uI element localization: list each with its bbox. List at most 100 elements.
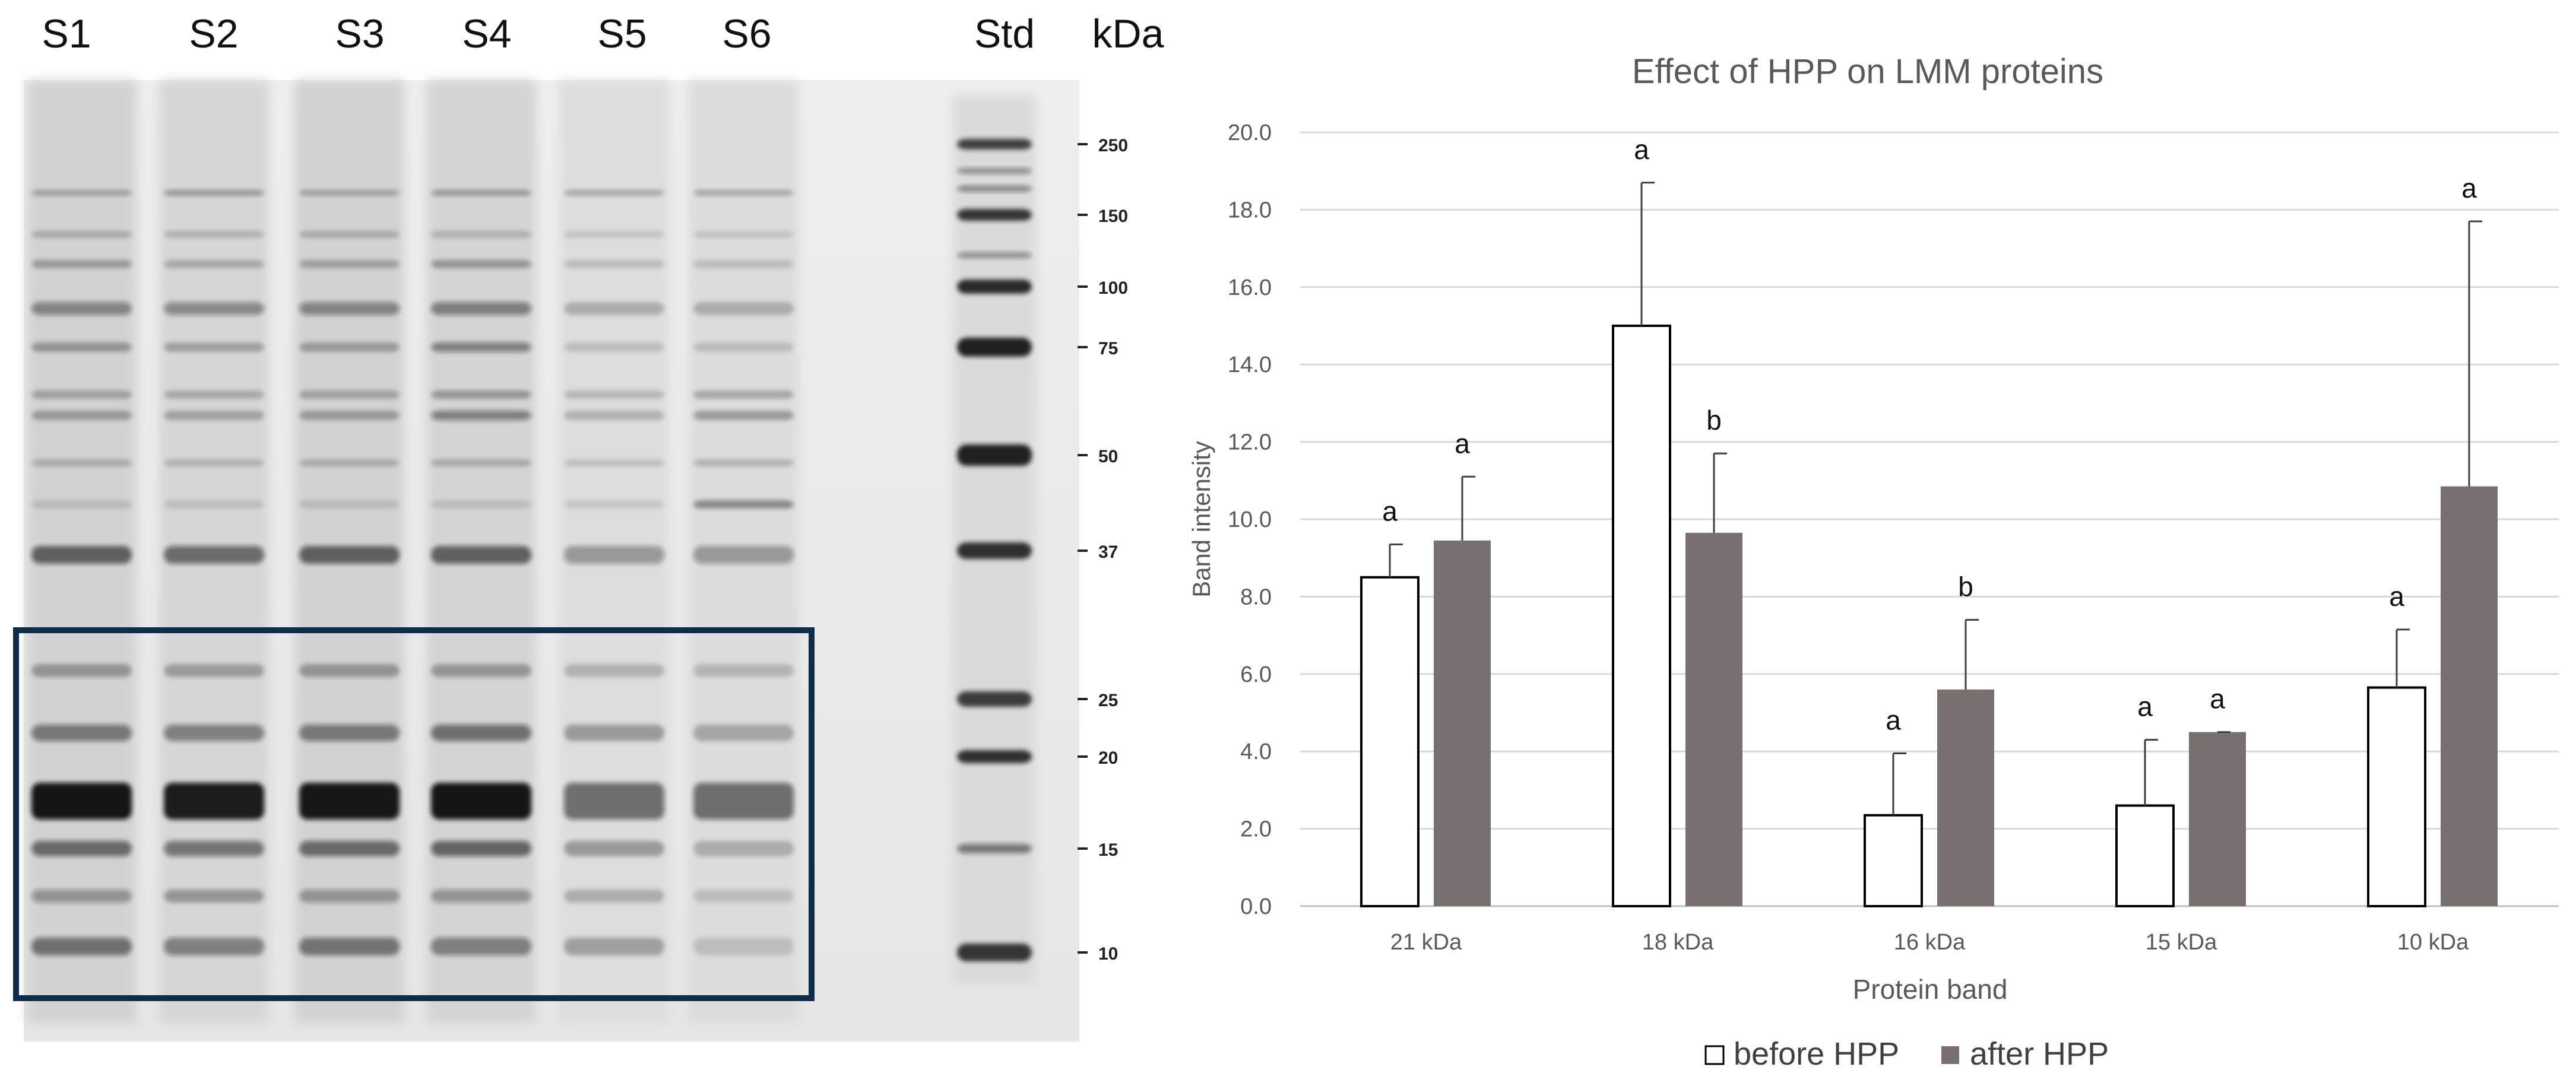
gel-band bbox=[164, 546, 264, 564]
gel-band bbox=[299, 342, 400, 352]
gel-band bbox=[31, 190, 132, 196]
ladder-band bbox=[957, 338, 1032, 357]
significance-letter: a bbox=[1382, 496, 1398, 526]
gel-band bbox=[299, 546, 400, 564]
gel-band bbox=[31, 841, 132, 856]
gel-band bbox=[31, 411, 132, 420]
ladder-band bbox=[957, 168, 1032, 174]
gel-band bbox=[431, 459, 531, 466]
ladder-band bbox=[957, 252, 1032, 258]
marker-10: 10 bbox=[1078, 944, 1118, 964]
legend-item-before-hpp: before HPP bbox=[1704, 1036, 1899, 1072]
bar-before-hpp bbox=[2367, 686, 2426, 907]
marker-label-15: 15 bbox=[1098, 840, 1118, 860]
gel-band bbox=[31, 500, 132, 509]
x-tick-label: 18 kDa bbox=[1642, 930, 1714, 955]
significance-letter: a bbox=[2210, 684, 2225, 714]
lane-label-s4: S4 bbox=[462, 11, 511, 56]
bar-before-hpp bbox=[1864, 814, 1923, 908]
marker-50: 50 bbox=[1078, 447, 1118, 466]
ladder-band bbox=[957, 750, 1032, 763]
lane-label-s5: S5 bbox=[597, 11, 647, 56]
gel-band bbox=[164, 231, 264, 238]
gel-band bbox=[693, 890, 794, 903]
significance-letter: a bbox=[2389, 581, 2404, 612]
gel-band bbox=[564, 459, 664, 466]
bar-after-hpp bbox=[2441, 486, 2498, 906]
gel-band bbox=[564, 260, 664, 268]
gel-band bbox=[299, 390, 400, 399]
ladder-bands bbox=[957, 139, 1032, 961]
gel-band bbox=[164, 390, 264, 399]
marker-label-75: 75 bbox=[1098, 339, 1118, 358]
gel-band bbox=[564, 190, 664, 196]
marker-label-250: 250 bbox=[1098, 136, 1128, 155]
gel-band bbox=[31, 783, 132, 820]
bar-after-hpp bbox=[2189, 732, 2246, 906]
gel-band bbox=[693, 342, 794, 352]
gel-band bbox=[564, 302, 664, 315]
gel-band bbox=[164, 342, 264, 352]
gel-band bbox=[693, 546, 794, 564]
gel-band bbox=[299, 938, 400, 955]
gel-band bbox=[299, 725, 400, 741]
gel-band bbox=[564, 725, 664, 741]
y-tick-label: 10.0 bbox=[1228, 507, 1272, 532]
gel-band bbox=[693, 841, 794, 856]
significance-letter: b bbox=[1706, 405, 1722, 436]
gel-band bbox=[431, 411, 531, 420]
chart-title: Effect of HPP on LMM proteins bbox=[1632, 52, 2103, 91]
gel-band bbox=[164, 500, 264, 509]
legend-label-before-hpp: before HPP bbox=[1734, 1036, 1899, 1072]
marker-label-50: 50 bbox=[1098, 447, 1118, 466]
gel-band bbox=[564, 783, 664, 820]
marker-25: 25 bbox=[1078, 691, 1118, 710]
gel-band bbox=[431, 302, 531, 315]
x-tick-label: 10 kDa bbox=[2397, 930, 2469, 955]
bars bbox=[1360, 325, 2498, 908]
y-axis-ticks: 0.0 2.0 4.0 6.0 8.0 10.0 12.0 14.0 16.0 18.0 20.0 bbox=[1228, 120, 1272, 919]
bar-after-hpp bbox=[1937, 689, 1994, 906]
gel-band bbox=[31, 546, 132, 564]
marker-label-37: 37 bbox=[1098, 542, 1118, 562]
gel-band bbox=[164, 725, 264, 741]
lane-label-std: Std bbox=[974, 11, 1035, 56]
error-bars bbox=[1389, 182, 2482, 815]
gel-band bbox=[693, 302, 794, 315]
ladder-band bbox=[957, 186, 1032, 192]
legend-item-after-hpp: after HPP bbox=[1941, 1036, 2109, 1072]
bar-before-hpp bbox=[1360, 576, 1420, 907]
gel-band bbox=[431, 664, 531, 677]
marker-150: 150 bbox=[1078, 207, 1128, 226]
bar-after-hpp bbox=[1434, 540, 1491, 906]
gel-band bbox=[299, 783, 400, 820]
gel-band bbox=[431, 783, 531, 820]
gel-band bbox=[564, 342, 664, 352]
gel-band bbox=[693, 390, 794, 399]
y-tick-label: 8.0 bbox=[1240, 585, 1272, 609]
ladder-band bbox=[957, 944, 1032, 961]
y-tick-label: 18.0 bbox=[1228, 198, 1272, 223]
gel-panel: S1 S2 S3 S4 S5 S6 Std kDa 250 bbox=[13, 11, 1164, 1041]
gel-band bbox=[431, 342, 531, 352]
gel-band bbox=[299, 190, 400, 196]
gel-band bbox=[31, 664, 132, 677]
gel-band bbox=[299, 459, 400, 466]
gel-band bbox=[431, 260, 531, 268]
gel-band bbox=[693, 664, 794, 677]
x-axis-title: Protein band bbox=[1853, 974, 2008, 1005]
x-tick-label: 16 kDa bbox=[1894, 930, 1966, 955]
gel-band bbox=[164, 190, 264, 196]
marker-37: 37 bbox=[1078, 542, 1118, 562]
gel-band bbox=[564, 890, 664, 903]
y-tick-label: 12.0 bbox=[1228, 430, 1272, 455]
gel-band bbox=[431, 938, 531, 955]
ladder-band bbox=[957, 139, 1032, 150]
significance-letter: a bbox=[2137, 691, 2153, 722]
x-tick-label: 15 kDa bbox=[2146, 930, 2217, 955]
gel-band bbox=[31, 390, 132, 399]
significance-letter: a bbox=[2461, 173, 2477, 204]
gel-band bbox=[31, 890, 132, 903]
legend: before HPP after HPP bbox=[1704, 1036, 2109, 1072]
marker-15: 15 bbox=[1078, 840, 1118, 860]
